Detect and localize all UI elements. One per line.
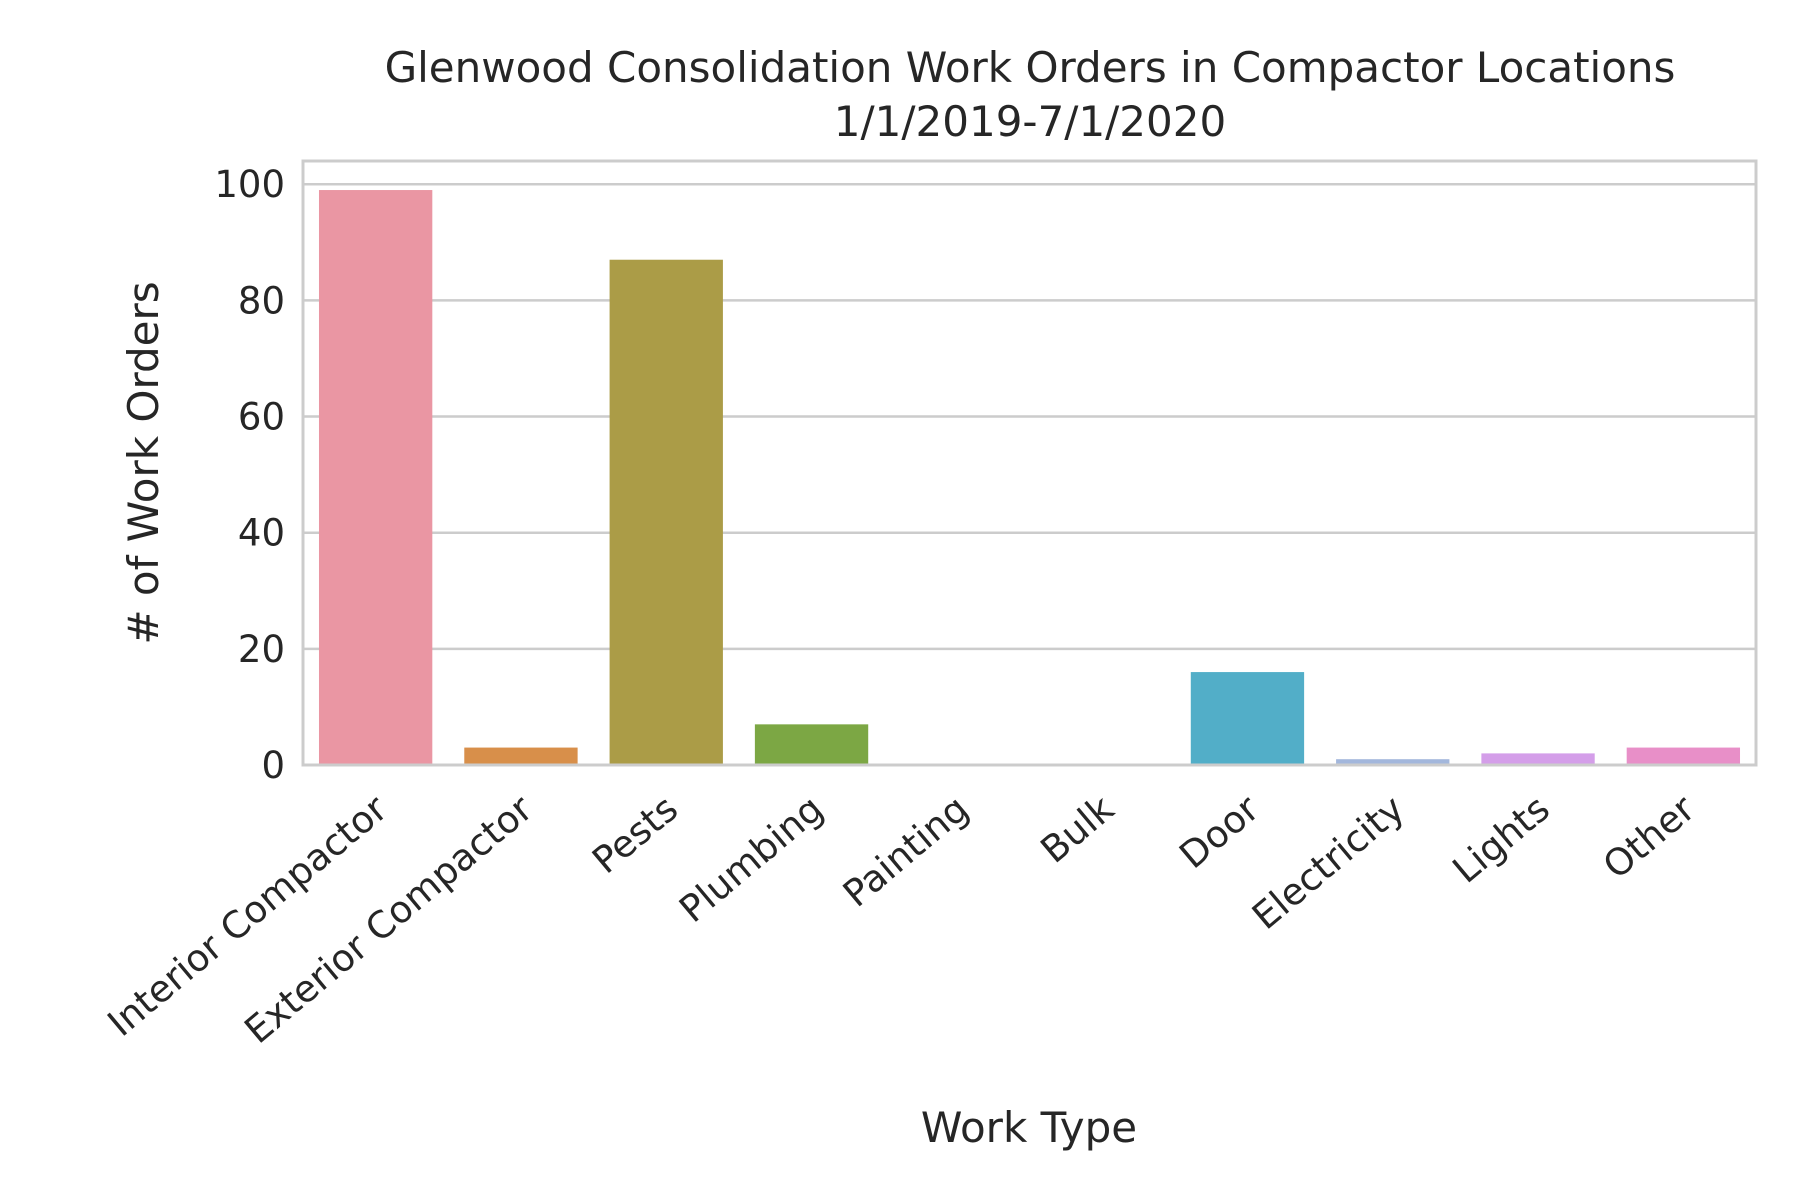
- x-tick-label: Bulk: [1033, 787, 1123, 872]
- bar-pests: [609, 259, 723, 765]
- x-tick-label: Lights: [1445, 787, 1558, 892]
- bar-plumbing: [754, 724, 869, 765]
- x-tick-label: Exterior Compactor: [237, 786, 542, 1052]
- bar-other: [1626, 747, 1741, 765]
- y-tick-label: 20: [238, 628, 285, 671]
- x-tick-label: Interior Compactor: [100, 786, 396, 1044]
- x-tick-label: Plumbing: [671, 787, 831, 931]
- plot-frame: [301, 159, 1758, 767]
- chart-title: Glenwood Consolidation Work Orders in Co…: [385, 43, 1676, 92]
- x-axis-label: Work Type: [921, 1103, 1137, 1152]
- x-tick-label: Door: [1171, 786, 1267, 877]
- bars: [318, 190, 1741, 766]
- x-tick-label: Pests: [584, 787, 686, 882]
- chart-subtitle: 1/1/2019-7/1/2020: [834, 97, 1226, 146]
- y-tick-label: 80: [238, 279, 285, 322]
- bar-lights: [1481, 753, 1595, 765]
- x-tick-label: Painting: [835, 787, 977, 916]
- y-tick-label: 40: [238, 512, 285, 555]
- bar-interior-compactor: [318, 190, 433, 766]
- y-tick-label: 100: [214, 163, 285, 206]
- y-tick-label: 60: [238, 396, 285, 439]
- bar-electricity: [1336, 759, 1450, 765]
- x-tick-label: Other: [1595, 786, 1704, 887]
- gridlines: [303, 182, 1756, 767]
- y-tick-labels: 0 20 40 60 80 100: [214, 163, 285, 787]
- y-axis-label: # of Work Orders: [119, 281, 168, 644]
- bar-exterior-compactor: [464, 747, 578, 765]
- y-tick-label: 0: [261, 744, 285, 787]
- x-tick-label: Electricity: [1244, 787, 1412, 938]
- bar-door: [1190, 672, 1305, 765]
